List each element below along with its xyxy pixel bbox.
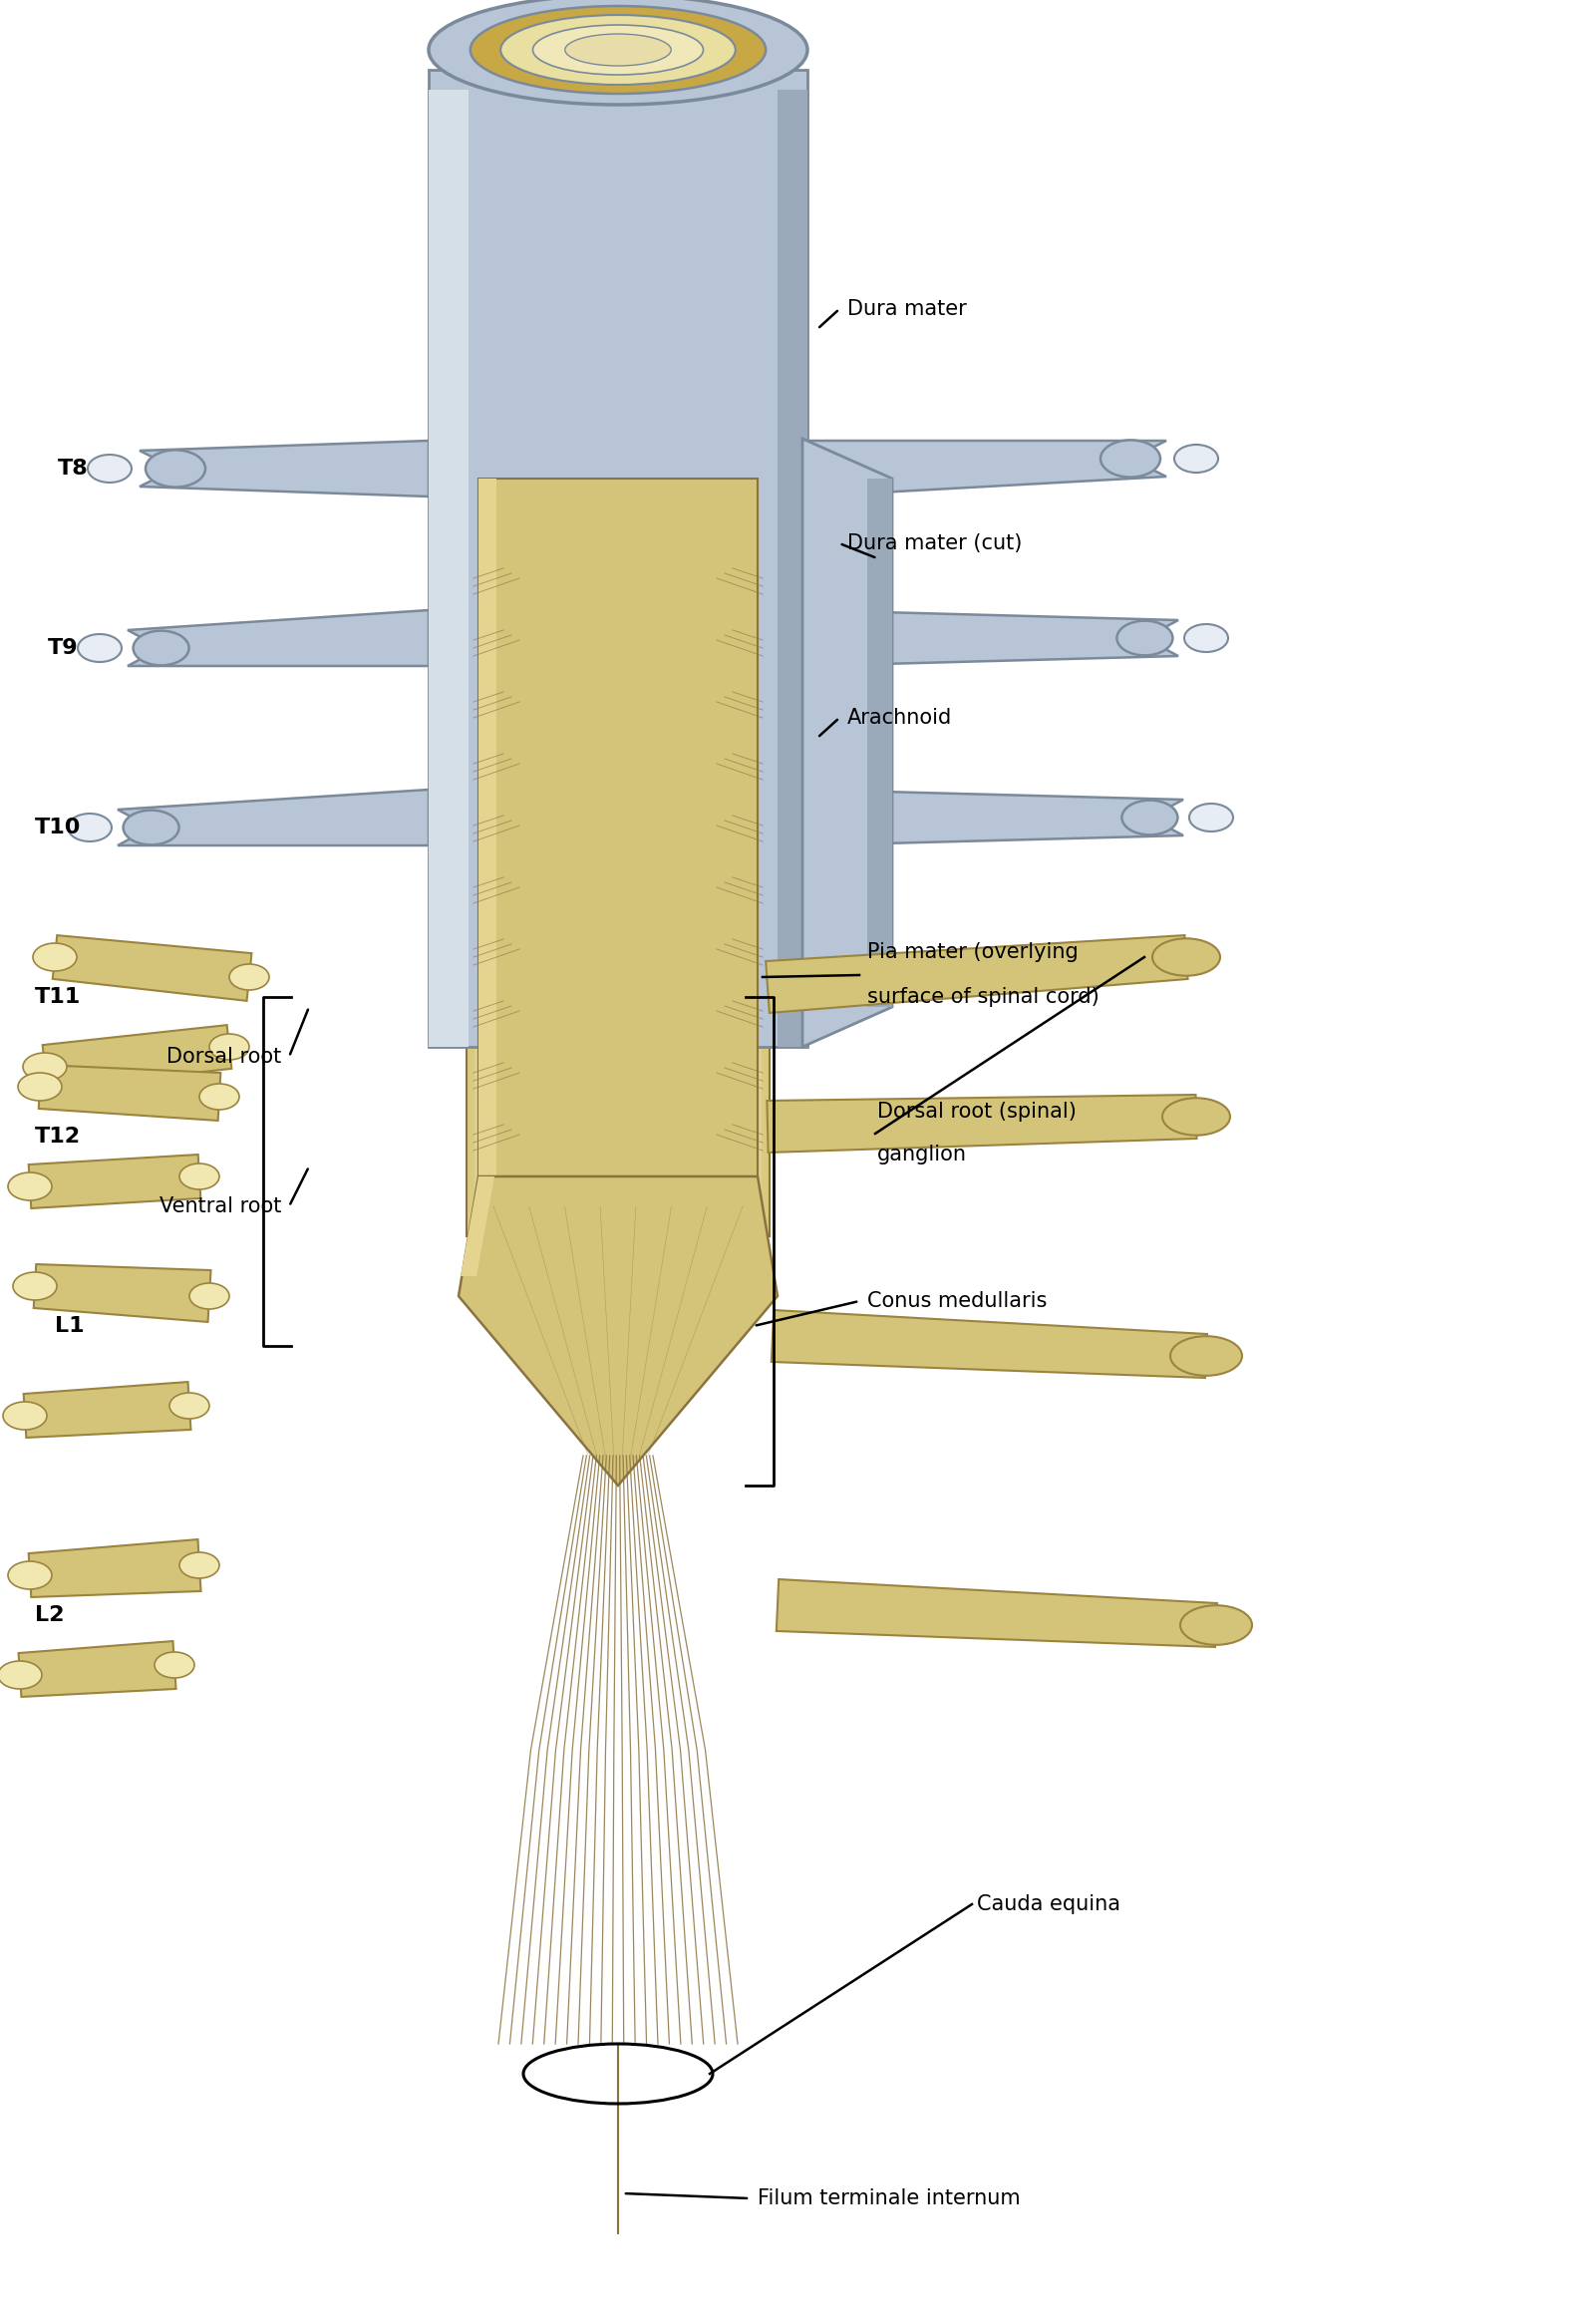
- Polygon shape: [777, 91, 807, 1046]
- Polygon shape: [33, 1264, 211, 1322]
- Text: T8: T8: [58, 458, 88, 479]
- Text: L1: L1: [55, 1315, 84, 1336]
- Ellipse shape: [1121, 799, 1178, 834]
- Ellipse shape: [1162, 1097, 1230, 1136]
- Polygon shape: [478, 479, 497, 1176]
- Ellipse shape: [199, 1083, 240, 1109]
- Polygon shape: [52, 934, 252, 1002]
- Text: surface of spinal cord): surface of spinal cord): [867, 988, 1099, 1006]
- Ellipse shape: [8, 1174, 52, 1202]
- Text: T9: T9: [47, 639, 79, 658]
- Ellipse shape: [33, 944, 77, 971]
- Ellipse shape: [1175, 444, 1217, 472]
- Text: T11: T11: [35, 988, 80, 1006]
- Ellipse shape: [1189, 804, 1233, 832]
- Polygon shape: [467, 379, 770, 1236]
- Ellipse shape: [210, 1034, 249, 1060]
- Polygon shape: [39, 1064, 221, 1120]
- Ellipse shape: [17, 1074, 62, 1102]
- Ellipse shape: [3, 1401, 47, 1429]
- Polygon shape: [139, 442, 429, 497]
- Ellipse shape: [229, 964, 270, 990]
- Ellipse shape: [13, 1271, 57, 1299]
- Ellipse shape: [1153, 939, 1221, 976]
- Ellipse shape: [155, 1652, 194, 1678]
- Ellipse shape: [1184, 625, 1228, 653]
- Ellipse shape: [1180, 1606, 1252, 1645]
- Ellipse shape: [180, 1164, 219, 1190]
- Polygon shape: [803, 439, 893, 1046]
- Ellipse shape: [1117, 621, 1173, 655]
- Ellipse shape: [132, 630, 189, 665]
- Text: Arachnoid: Arachnoid: [847, 709, 953, 727]
- Polygon shape: [429, 91, 468, 1046]
- Polygon shape: [28, 1538, 200, 1597]
- Text: L2: L2: [35, 1606, 65, 1624]
- Text: Dura mater (cut): Dura mater (cut): [847, 535, 1022, 553]
- Text: ganglion: ganglion: [877, 1143, 967, 1164]
- Polygon shape: [771, 1311, 1206, 1378]
- Polygon shape: [766, 934, 1187, 1013]
- Ellipse shape: [88, 456, 131, 483]
- Text: Pia mater (overlying: Pia mater (overlying: [867, 941, 1079, 962]
- Polygon shape: [19, 1641, 177, 1697]
- Text: Ventral root: Ventral root: [159, 1197, 281, 1215]
- Polygon shape: [28, 1155, 200, 1208]
- Polygon shape: [459, 1176, 777, 1485]
- Polygon shape: [118, 790, 429, 846]
- Text: Dorsal root: Dorsal root: [166, 1046, 281, 1067]
- Ellipse shape: [429, 0, 807, 105]
- Ellipse shape: [189, 1283, 229, 1308]
- Polygon shape: [867, 479, 893, 1006]
- Text: Cauda equina: Cauda equina: [976, 1894, 1120, 1915]
- Text: Conus medullaris: Conus medullaris: [867, 1292, 1047, 1311]
- Ellipse shape: [8, 1562, 52, 1590]
- Polygon shape: [460, 1176, 495, 1276]
- Polygon shape: [807, 790, 1183, 846]
- Ellipse shape: [0, 1662, 43, 1690]
- Ellipse shape: [24, 1053, 66, 1081]
- Polygon shape: [807, 442, 1167, 497]
- Text: Filum terminale internum: Filum terminale internum: [757, 2189, 1020, 2208]
- Polygon shape: [128, 611, 429, 667]
- Text: T10: T10: [35, 818, 80, 837]
- Polygon shape: [43, 1025, 232, 1088]
- Ellipse shape: [180, 1552, 219, 1578]
- Ellipse shape: [169, 1392, 210, 1418]
- Ellipse shape: [500, 14, 735, 84]
- Ellipse shape: [68, 813, 112, 841]
- Polygon shape: [807, 611, 1178, 667]
- Polygon shape: [766, 1095, 1197, 1153]
- Text: Dorsal root (spinal): Dorsal root (spinal): [877, 1102, 1077, 1122]
- Text: T12: T12: [35, 1127, 80, 1146]
- Ellipse shape: [145, 451, 205, 488]
- Polygon shape: [478, 479, 757, 1176]
- Ellipse shape: [77, 634, 121, 662]
- Ellipse shape: [1170, 1336, 1243, 1376]
- Polygon shape: [24, 1383, 191, 1439]
- Ellipse shape: [533, 26, 703, 74]
- Ellipse shape: [123, 811, 180, 846]
- Polygon shape: [429, 70, 807, 1046]
- Ellipse shape: [470, 7, 766, 93]
- Text: Dura mater: Dura mater: [847, 300, 967, 318]
- Ellipse shape: [1101, 439, 1161, 476]
- Polygon shape: [475, 379, 762, 1227]
- Ellipse shape: [565, 35, 672, 65]
- Polygon shape: [776, 1580, 1217, 1648]
